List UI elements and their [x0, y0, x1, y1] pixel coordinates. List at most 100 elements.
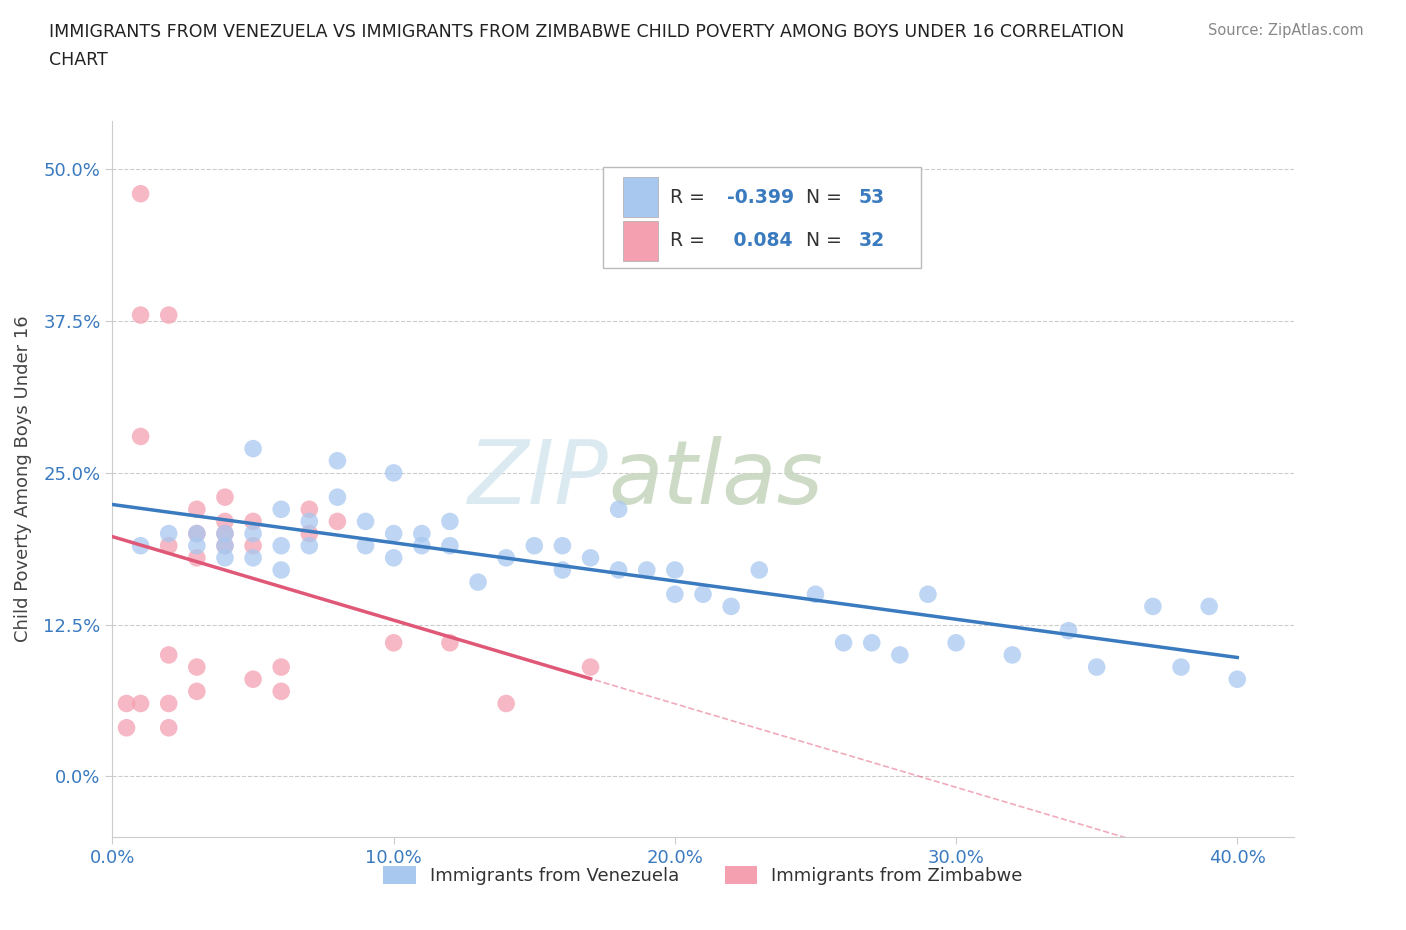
Point	[748, 563, 770, 578]
Text: -0.399: -0.399	[727, 188, 794, 206]
Point	[115, 721, 138, 736]
Text: IMMIGRANTS FROM VENEZUELA VS IMMIGRANTS FROM ZIMBABWE CHILD POVERTY AMONG BOYS U: IMMIGRANTS FROM VENEZUELA VS IMMIGRANTS …	[49, 23, 1125, 41]
Point	[242, 526, 264, 541]
Point	[579, 551, 602, 565]
Point	[270, 684, 292, 698]
Point	[579, 659, 602, 674]
Point	[129, 308, 152, 323]
Point	[382, 635, 405, 650]
Point	[186, 526, 208, 541]
Point	[832, 635, 855, 650]
Point	[186, 502, 208, 517]
Point	[382, 551, 405, 565]
Point	[214, 490, 236, 505]
Text: 53: 53	[859, 188, 884, 206]
Point	[157, 526, 180, 541]
Point	[129, 429, 152, 444]
Point	[242, 514, 264, 529]
Point	[636, 563, 658, 578]
Point	[1226, 671, 1249, 686]
Point	[860, 635, 883, 650]
Point	[439, 514, 461, 529]
Point	[1085, 659, 1108, 674]
Point	[214, 526, 236, 541]
Point	[186, 659, 208, 674]
Point	[917, 587, 939, 602]
Point	[115, 696, 138, 711]
Point	[664, 587, 686, 602]
Point	[270, 502, 292, 517]
Point	[411, 538, 433, 553]
Point	[495, 551, 517, 565]
Point	[382, 526, 405, 541]
Point	[214, 526, 236, 541]
Point	[157, 721, 180, 736]
Point	[242, 551, 264, 565]
Point	[298, 514, 321, 529]
Point	[326, 453, 349, 468]
Text: N =: N =	[806, 188, 848, 206]
Point	[270, 538, 292, 553]
Point	[298, 526, 321, 541]
FancyBboxPatch shape	[623, 221, 658, 260]
Point	[242, 538, 264, 553]
Point	[551, 538, 574, 553]
Point	[607, 502, 630, 517]
Point	[467, 575, 489, 590]
Point	[889, 647, 911, 662]
Point	[326, 490, 349, 505]
Text: ZIP: ZIP	[468, 436, 609, 522]
Point	[495, 696, 517, 711]
Point	[242, 671, 264, 686]
Y-axis label: Child Poverty Among Boys Under 16: Child Poverty Among Boys Under 16	[14, 315, 32, 643]
Point	[270, 659, 292, 674]
Text: CHART: CHART	[49, 51, 108, 69]
Point	[157, 308, 180, 323]
Point	[692, 587, 714, 602]
Point	[439, 538, 461, 553]
Point	[157, 647, 180, 662]
Text: Source: ZipAtlas.com: Source: ZipAtlas.com	[1208, 23, 1364, 38]
Point	[214, 538, 236, 553]
Point	[523, 538, 546, 553]
Point	[270, 563, 292, 578]
Point	[439, 635, 461, 650]
Point	[804, 587, 827, 602]
Point	[354, 514, 377, 529]
Point	[129, 186, 152, 201]
Point	[298, 502, 321, 517]
Point	[129, 538, 152, 553]
Point	[214, 514, 236, 529]
Point	[354, 538, 377, 553]
Text: 0.084: 0.084	[727, 232, 792, 250]
Point	[214, 538, 236, 553]
Point	[720, 599, 742, 614]
Text: N =: N =	[806, 232, 848, 250]
Text: R =: R =	[669, 232, 711, 250]
Point	[326, 514, 349, 529]
Point	[186, 684, 208, 698]
Point	[945, 635, 967, 650]
Point	[186, 551, 208, 565]
Point	[382, 465, 405, 480]
Point	[242, 441, 264, 456]
Point	[298, 538, 321, 553]
Text: 32: 32	[859, 232, 884, 250]
Point	[214, 551, 236, 565]
Point	[664, 563, 686, 578]
Point	[157, 696, 180, 711]
FancyBboxPatch shape	[623, 178, 658, 217]
Text: R =: R =	[669, 188, 711, 206]
Point	[129, 696, 152, 711]
Point	[157, 538, 180, 553]
Point	[1142, 599, 1164, 614]
Text: atlas: atlas	[609, 436, 824, 522]
Point	[1001, 647, 1024, 662]
Point	[551, 563, 574, 578]
Point	[1198, 599, 1220, 614]
Point	[607, 563, 630, 578]
Point	[1057, 623, 1080, 638]
Point	[1170, 659, 1192, 674]
FancyBboxPatch shape	[603, 167, 921, 268]
Point	[411, 526, 433, 541]
